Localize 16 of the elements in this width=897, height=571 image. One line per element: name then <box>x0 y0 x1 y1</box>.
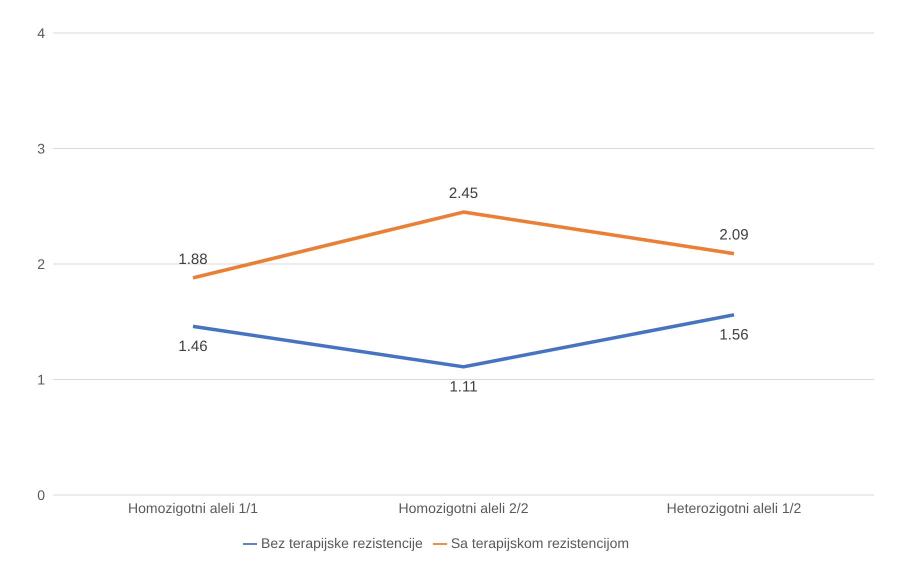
x-tick-label: Homozigotni aleli 2/2 <box>398 500 529 516</box>
data-label: 1.88 <box>178 250 208 268</box>
data-label: 1.46 <box>178 338 208 356</box>
x-tick-label: Heterozigotni aleli 1/2 <box>666 500 802 516</box>
y-tick-label: 2 <box>37 256 46 272</box>
legend-label: Bez terapijske rezistencije <box>260 535 423 551</box>
y-tick-label: 1 <box>37 371 46 388</box>
data-label: 2.09 <box>719 226 749 244</box>
legend-label: Sa terapijskom rezistencijom <box>450 535 630 551</box>
y-tick-label: 3 <box>37 140 46 156</box>
data-label: 1.56 <box>719 326 749 344</box>
data-label: 2.45 <box>448 185 478 202</box>
y-tick-label: 4 <box>37 24 46 41</box>
data-label: 1.11 <box>449 378 478 396</box>
y-tick-label: 0 <box>37 486 46 503</box>
x-tick-label: Homozigotni aleli 1/1 <box>128 500 258 516</box>
